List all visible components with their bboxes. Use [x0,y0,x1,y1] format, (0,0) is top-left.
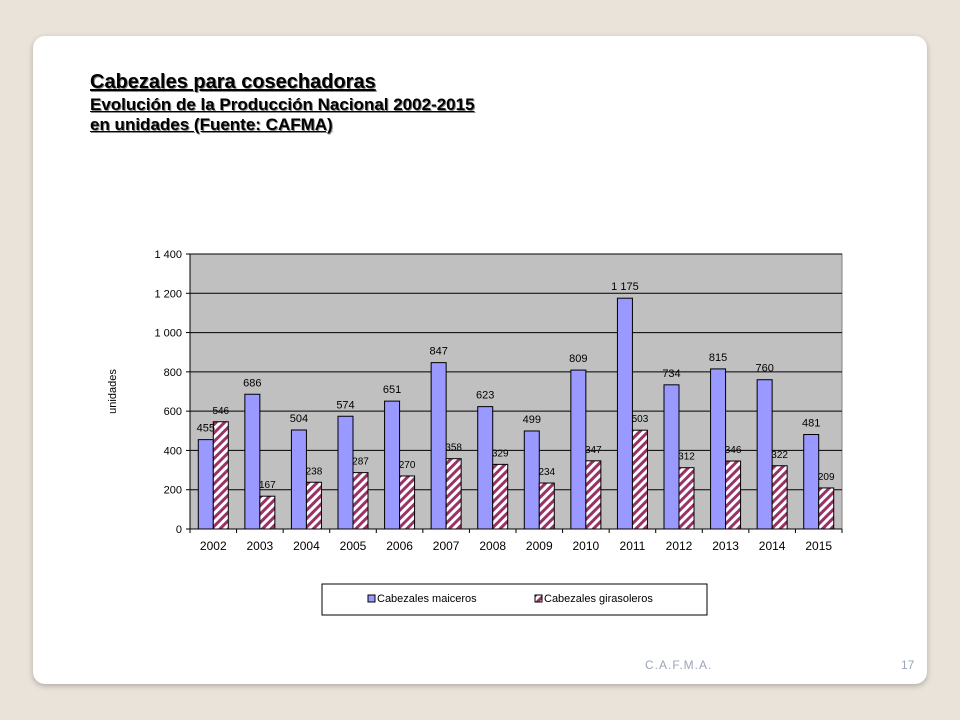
data-label-maiceros: 734 [662,368,680,380]
data-label-maiceros: 481 [802,418,820,430]
x-tick-label: 2010 [573,539,600,553]
page-number: 17 [901,658,915,672]
data-label-girasoleros: 209 [818,472,835,483]
bar-girasoleros [818,487,835,530]
x-tick-label: 2004 [293,539,320,553]
slide-title: Cabezales para cosechadoras [90,71,376,93]
bar-girasoleros [678,467,695,530]
y-tick-label: 1 000 [154,328,182,340]
bar-girasoleros [212,421,229,530]
footer-org: C.A.F.M.A. [645,658,713,672]
legend-box [321,583,708,616]
x-tick-label: 2003 [247,539,274,553]
data-label-maiceros: 686 [243,377,261,389]
bar-girasoleros [631,429,648,530]
bar-maiceros [756,379,773,530]
slide-subtitle-source: en unidades (Fuente: CAFMA) [90,115,333,134]
data-label-girasoleros: 358 [445,443,462,454]
data-label-maiceros: 504 [290,413,308,425]
legend-label-maiceros: Cabezales maiceros [377,593,477,605]
bar-girasoleros [352,472,369,530]
bar-girasoleros [305,481,322,530]
bar-maiceros [710,368,727,530]
x-tick-label: 2006 [386,539,413,553]
data-label-maiceros: 651 [383,384,401,396]
title-block: Cabezales para cosechadoras Evolución de… [90,70,475,135]
bar-maiceros [523,430,540,530]
data-label-maiceros: 455 [197,423,215,435]
data-label-girasoleros: 238 [306,466,323,477]
plot-area [189,253,843,530]
legend-swatch-girasoleros [534,594,543,603]
data-label-maiceros: 1 175 [611,281,639,293]
bar-maiceros [197,439,214,530]
legend-swatch-maiceros [367,594,376,603]
x-tick-label: 2012 [666,539,693,553]
y-tick-label: 1 400 [154,249,182,261]
x-tick-label: 2002 [200,539,227,553]
data-label-girasoleros: 287 [352,457,369,468]
bar-maiceros [244,393,261,530]
data-label-girasoleros: 322 [771,450,788,461]
slide-subtitle: Evolución de la Producción Nacional 2002… [90,95,475,114]
legend-label-girasoleros: Cabezales girasoleros [544,593,653,605]
data-label-girasoleros: 503 [632,414,649,425]
y-tick-label: 400 [164,445,182,457]
data-label-girasoleros: 312 [678,452,695,463]
bar-maiceros [663,384,680,530]
bar-girasoleros [399,475,416,530]
x-tick-label: 2005 [340,539,367,553]
y-tick-label: 800 [164,367,182,379]
data-label-girasoleros: 346 [725,445,742,456]
bar-girasoleros [771,465,788,530]
bar-maiceros [803,434,820,530]
data-label-girasoleros: 270 [399,460,416,471]
bar-girasoleros [585,460,602,530]
y-tick-label: 1 200 [154,288,182,300]
y-tick-label: 200 [164,485,182,497]
x-tick-label: 2013 [712,539,739,553]
bar-girasoleros [445,458,462,530]
y-tick-label: 600 [164,406,182,418]
data-label-maiceros: 760 [755,363,773,375]
data-label-girasoleros: 347 [585,445,602,456]
bar-maiceros [290,429,307,530]
data-label-girasoleros: 546 [212,406,229,417]
data-label-girasoleros: 167 [259,480,276,491]
x-tick-label: 2015 [805,539,832,553]
data-label-girasoleros: 234 [538,467,555,478]
data-label-girasoleros: 329 [492,448,509,459]
bar-maiceros [616,297,633,530]
x-tick-label: 2011 [620,539,646,553]
data-label-maiceros: 847 [429,346,447,358]
bar-maiceros [430,362,447,530]
x-tick-label: 2007 [433,539,460,553]
y-axis-label: unidades [107,369,119,414]
data-label-maiceros: 809 [569,353,587,365]
data-label-maiceros: 815 [709,352,727,364]
bar-maiceros [477,406,494,530]
bar-maiceros [570,369,587,530]
bar-girasoleros [538,482,555,530]
x-tick-label: 2008 [479,539,506,553]
y-tick-label: 0 [176,524,182,536]
data-label-maiceros: 623 [476,390,494,402]
bar-girasoleros [259,495,276,530]
data-label-maiceros: 574 [336,399,354,411]
bar-maiceros [337,415,354,530]
bar-maiceros [384,400,401,530]
bar-girasoleros [725,460,742,530]
bar-girasoleros [492,463,509,530]
x-tick-label: 2014 [759,539,786,553]
data-label-maiceros: 499 [523,414,541,426]
x-tick-label: 2009 [526,539,553,553]
